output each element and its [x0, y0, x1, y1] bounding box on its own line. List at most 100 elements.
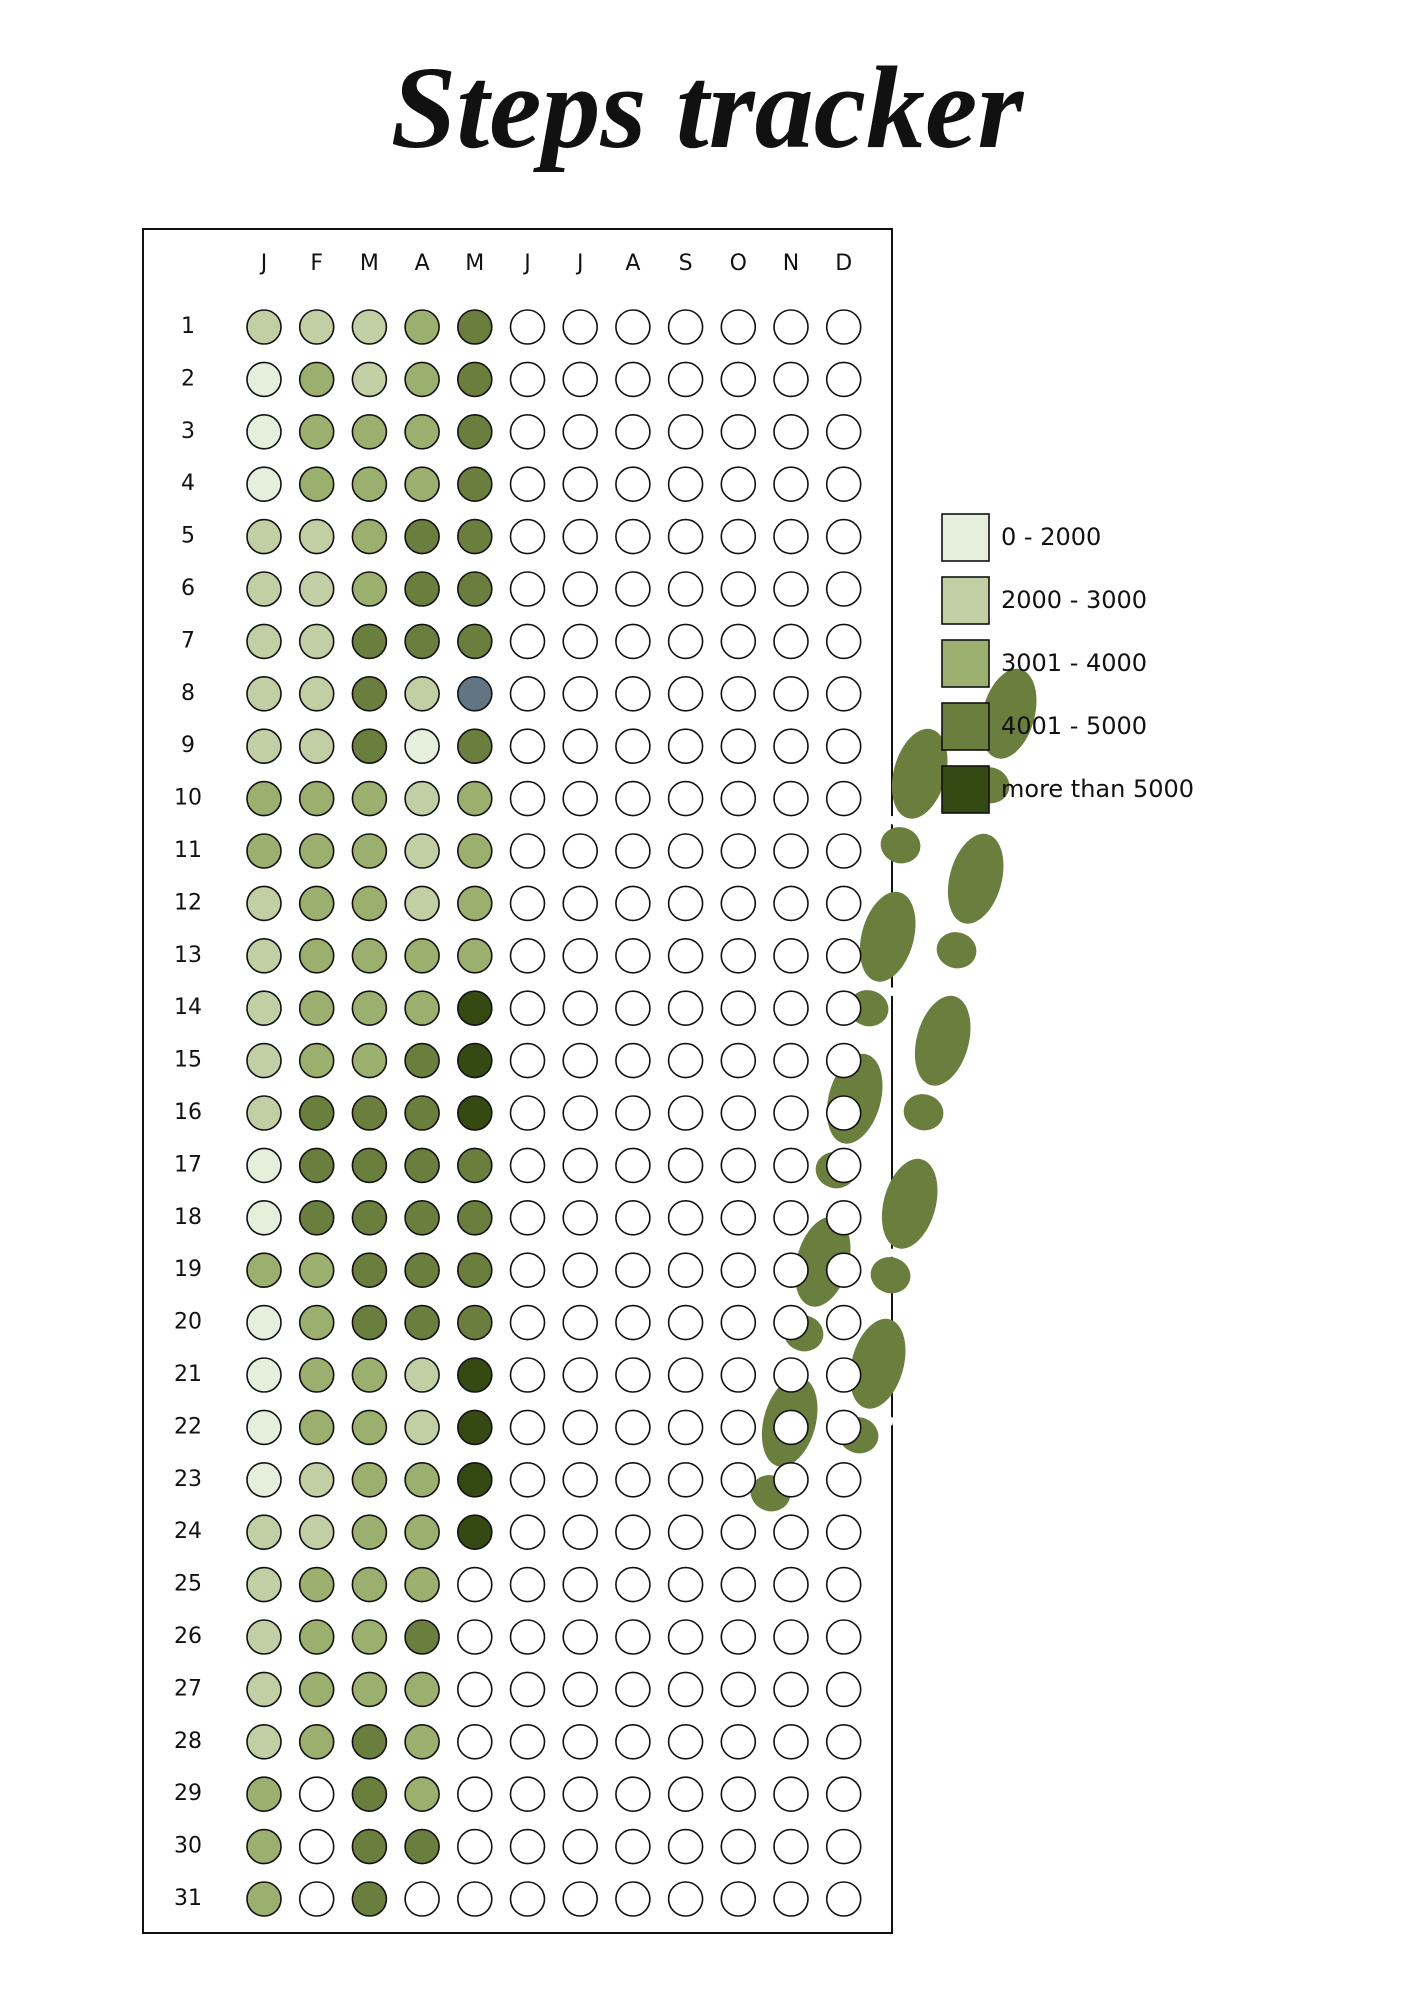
day-cell	[509, 1147, 546, 1184]
day-cell	[351, 571, 388, 607]
day-cell	[404, 309, 440, 345]
day-cell	[562, 309, 599, 345]
day-cell	[509, 1671, 546, 1708]
day-cell	[509, 1776, 546, 1812]
day-cell	[351, 623, 388, 660]
day-cell	[246, 728, 282, 765]
day-cell	[509, 623, 546, 660]
day-cell	[773, 1304, 809, 1341]
day-cell	[773, 571, 809, 607]
day-cell	[773, 1776, 809, 1812]
day-cell	[298, 571, 335, 607]
day-cell	[615, 1357, 651, 1393]
day-label: 14	[174, 995, 202, 1020]
day-cell	[456, 361, 493, 398]
day-cell	[298, 309, 335, 345]
day-cell	[615, 1462, 651, 1498]
day-cell	[351, 1828, 388, 1865]
day-label: 11	[174, 838, 202, 863]
day-cell	[509, 361, 546, 398]
day-cell	[773, 1566, 809, 1603]
day-cell	[615, 675, 651, 712]
legend-label: 0 - 2000	[1001, 523, 1101, 551]
day-cell	[615, 1095, 651, 1131]
month-label: J	[522, 251, 531, 276]
day-cell	[615, 1304, 651, 1341]
day-cell	[615, 1828, 651, 1865]
day-cell	[351, 1095, 388, 1131]
day-cell	[773, 1042, 809, 1079]
day-cell	[825, 518, 862, 555]
day-cell	[298, 728, 335, 765]
day-cell	[773, 675, 809, 712]
day-cell	[351, 1619, 388, 1655]
day-cell	[562, 1200, 599, 1236]
day-cell	[667, 518, 704, 555]
day-cell	[351, 1881, 388, 1917]
day-cell	[720, 1881, 757, 1917]
day-cell	[404, 1304, 440, 1341]
footprint-heel	[880, 827, 921, 864]
day-cell	[720, 1252, 757, 1288]
day-cell	[246, 1200, 282, 1236]
day-cell	[615, 1252, 651, 1288]
day-cell	[456, 1095, 493, 1131]
day-cell	[404, 728, 440, 765]
day-label: 16	[174, 1100, 202, 1125]
day-cell	[351, 1042, 388, 1079]
day-cell	[667, 833, 704, 869]
day-cell	[509, 885, 546, 922]
day-cell	[667, 623, 704, 660]
footprint-sole	[849, 1318, 906, 1409]
day-cell	[456, 1671, 493, 1708]
day-cell	[456, 833, 493, 869]
day-cell	[456, 571, 493, 607]
day-cell	[298, 1619, 335, 1655]
day-cell	[667, 990, 704, 1027]
day-label: 23	[174, 1467, 202, 1492]
day-cell	[246, 1776, 282, 1812]
month-label: D	[835, 251, 852, 276]
day-cell	[562, 1776, 599, 1812]
day-cell	[298, 623, 335, 660]
day-cell	[404, 623, 440, 660]
day-cell	[773, 833, 809, 869]
day-cell	[404, 1828, 440, 1865]
day-cell	[509, 1566, 546, 1603]
day-label: 31	[174, 1886, 202, 1911]
day-cell	[456, 1776, 493, 1812]
day-cell	[246, 1514, 282, 1550]
day-cell	[825, 1042, 862, 1079]
day-cell	[667, 728, 704, 765]
day-cell	[562, 1724, 599, 1760]
footprint-sole	[914, 995, 971, 1086]
day-cell	[720, 1514, 757, 1550]
day-cell	[351, 1671, 388, 1708]
day-cell	[351, 990, 388, 1027]
day-cell	[825, 990, 862, 1027]
day-cell	[404, 885, 440, 922]
day-cell	[351, 780, 388, 817]
footprint	[932, 833, 1004, 969]
day-cell	[720, 937, 757, 974]
tracker-frame	[142, 228, 893, 1934]
day-cell	[298, 1671, 335, 1708]
day-cell	[773, 990, 809, 1027]
day-cell	[720, 413, 757, 450]
day-cell	[720, 623, 757, 660]
day-cell	[456, 1881, 493, 1917]
day-cell	[562, 675, 599, 712]
day-cell	[509, 1042, 546, 1079]
day-cell	[246, 675, 282, 712]
day-cell	[509, 413, 546, 450]
day-cell	[509, 990, 546, 1027]
day-label: 8	[181, 681, 195, 706]
day-cell	[773, 1881, 809, 1917]
day-cell	[404, 413, 440, 450]
day-cell	[404, 1252, 440, 1288]
day-cell	[825, 728, 862, 765]
day-label: 19	[174, 1257, 202, 1282]
day-cell	[562, 571, 599, 607]
day-cell	[456, 413, 493, 450]
